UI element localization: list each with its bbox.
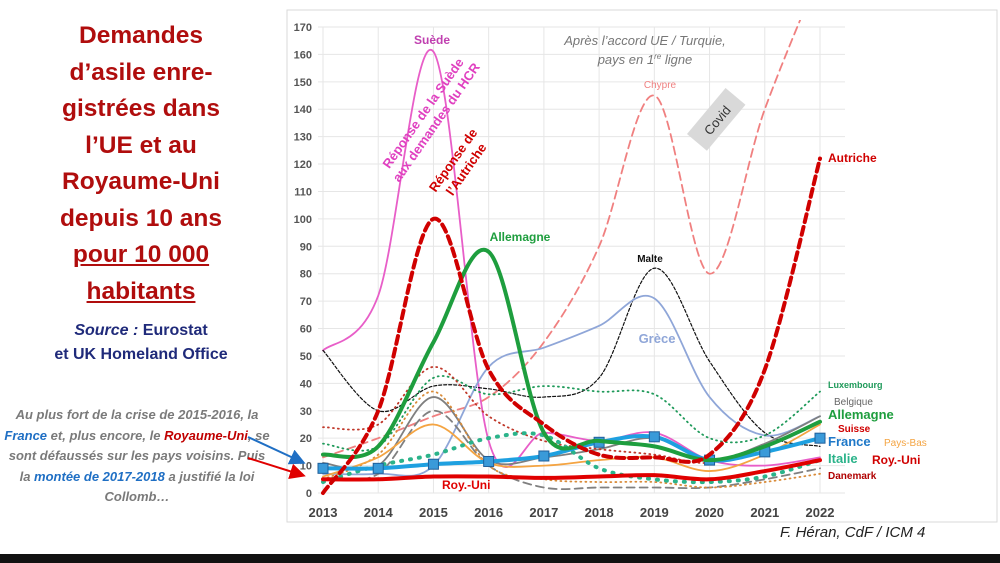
title-line: Demandes (79, 22, 203, 49)
label-chypre: Chypre (644, 80, 677, 91)
series-line-Pays-Bas (322, 423, 821, 478)
credit: F. Héran, CdF / ICM 4 (780, 524, 926, 541)
title-line: Royaume-Uni (62, 168, 220, 195)
series-line-Allemagne (321, 247, 822, 463)
series-line-Luxembourg (322, 375, 821, 452)
note-france: France (4, 427, 48, 443)
y-tick-label: 60 (300, 324, 312, 336)
x-tick-label: 2013 (309, 505, 338, 520)
label-autriche: Autriche (828, 151, 877, 165)
y-tick-label: 140 (294, 104, 312, 116)
source: Source : Eurostat et UK Homeland Office (10, 319, 272, 367)
note-text: Au plus fort de la crise de 2015-2016, l… (15, 407, 259, 422)
data-point-France (648, 431, 660, 443)
label-luxembourg: Luxembourg (828, 380, 883, 390)
title-line: depuis 10 ans (59, 204, 223, 232)
x-tick-label: 2016 (474, 505, 503, 520)
x-tick-label: 2014 (364, 505, 394, 520)
title-line: habitants (86, 277, 196, 305)
x-tick-label: 2019 (640, 505, 669, 520)
title-line: gistrées dans (62, 95, 220, 122)
data-point-France (427, 458, 439, 470)
y-tick-label: 40 (300, 378, 312, 390)
note-rise: montée de 2017-2018 (34, 468, 165, 484)
label-suede: Suède (414, 33, 450, 47)
source-text: et UK Homeland Office (54, 346, 228, 363)
x-tick-label: 2017 (529, 505, 558, 520)
y-tick-label: 160 (294, 49, 312, 61)
data-point-France (317, 462, 329, 474)
y-tick-label: 120 (294, 159, 312, 171)
data-point-France (372, 462, 384, 474)
y-tick-label: 30 (300, 406, 312, 418)
label-pays-bas: Pays-Bas (884, 438, 927, 449)
y-tick-label: 130 (294, 132, 312, 144)
series-line-Autriche (321, 156, 822, 495)
label-roy-uni-inline: Roy.-Uni (442, 478, 490, 492)
label-suisse: Suisse (838, 424, 871, 435)
annotation-covid: Covid (686, 88, 746, 151)
data-point-France (538, 450, 550, 462)
commentary-note: Au plus fort de la crise de 2015-2016, l… (2, 405, 272, 508)
arrow-france (247, 436, 306, 465)
annotation-turkey-2: pays en 1re ligne (597, 52, 693, 67)
grid (318, 26, 845, 494)
label-malte: Malte (637, 254, 663, 265)
y-tick-label: 170 (294, 22, 312, 34)
label-roy-uni: Roy.-Uni (872, 453, 920, 467)
note-text: a justifié la loi Collomb… (104, 468, 255, 505)
data-point-France (483, 455, 495, 467)
source-text: Eurostat (138, 322, 208, 339)
series-line-Danemark (322, 409, 821, 491)
y-tick-label: 150 (294, 77, 312, 89)
label-allemagne-top: Allemagne (490, 230, 551, 244)
y-tick-label: 0 (306, 488, 312, 500)
y-tick-label: 50 (300, 351, 312, 363)
annotation-austria: Réponse de l’Autriche (426, 126, 490, 199)
series-group (317, 20, 826, 495)
label-grece: Grèce (639, 331, 676, 346)
x-tick-label: 2015 (419, 505, 448, 520)
y-tick-label: 70 (300, 296, 312, 308)
series-line-Suède (322, 48, 821, 469)
x-tick-label: 2022 (806, 505, 835, 520)
data-point-France (814, 432, 826, 444)
label-italie: Italie (828, 451, 858, 466)
label-france: France (828, 434, 871, 449)
bottom-bar (0, 554, 1000, 563)
note-uk: Royaume-Uni (164, 427, 248, 443)
y-tick-label: 20 (300, 433, 312, 445)
x-tick-label: 2018 (585, 505, 614, 520)
x-tick-label: 2021 (750, 505, 779, 520)
label-danemark: Danemark (828, 471, 877, 482)
y-tick-label: 80 (300, 269, 312, 281)
y-tick-label: 90 (300, 241, 312, 253)
label-belgique: Belgique (834, 397, 873, 408)
annotation-turkey: Après l’accord UE / Turquie, (563, 33, 726, 48)
y-axis: 0102030405060708090100110120130140150160… (294, 22, 312, 500)
series-line-Chypre (322, 20, 802, 459)
x-axis: 2013 2014 2015 2016 2017 2018 2019 2020 2021 2022 (309, 505, 835, 520)
label-allemagne: Allemagne (828, 407, 894, 422)
y-tick-label: 110 (294, 186, 312, 198)
note-text: et, plus encore, le (47, 427, 165, 443)
x-tick-label: 2020 (695, 505, 724, 520)
slide-title: Demandes d’asile enre- gistrées dans l’U… (10, 18, 272, 310)
arrow-uk (247, 457, 306, 480)
title-line: l’UE et au (85, 131, 197, 159)
source-label: Source : (74, 322, 139, 339)
series-line-Roy.-Uni (321, 458, 822, 482)
title-line: d’asile enre- (69, 58, 213, 86)
y-tick-label: 100 (294, 214, 312, 226)
title-line: pour 10 000 (72, 241, 210, 268)
chart-frame (286, 9, 998, 523)
series-line-unlabeled-8 (322, 390, 821, 489)
